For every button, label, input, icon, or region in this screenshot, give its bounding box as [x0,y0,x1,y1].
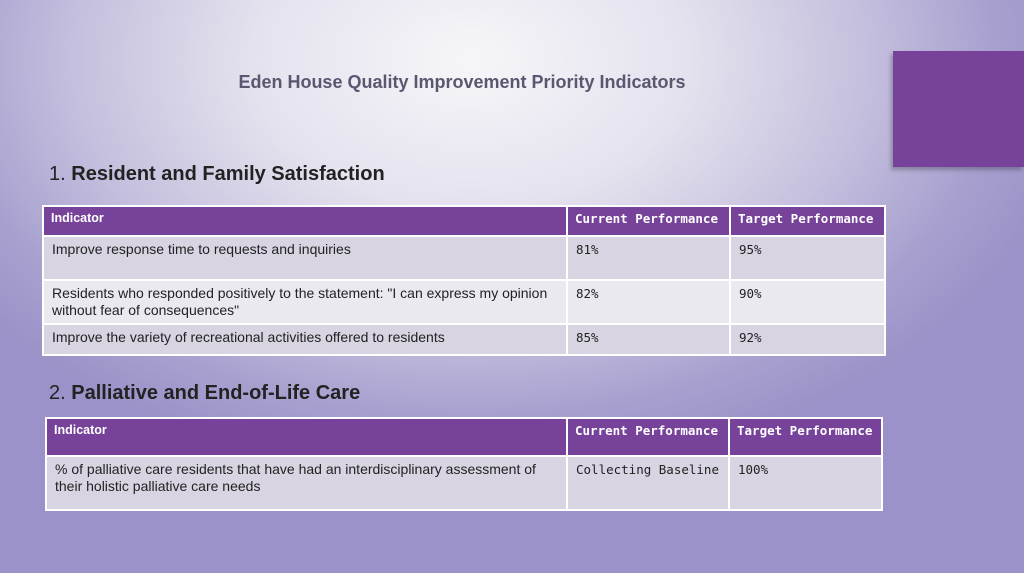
slide-title: Eden House Quality Improvement Priority … [238,72,686,92]
table-row: % of palliative care residents that have… [45,455,883,511]
column-header-current: Current Performance [566,417,730,457]
section-number: 1. [49,163,66,185]
column-header-target: Target Performance [729,205,886,237]
target-performance-cell: 100% [728,455,883,511]
current-performance-cell: Collecting Baseline [566,455,730,511]
current-performance-cell: 81% [566,235,731,281]
target-performance-cell: 95% [729,235,886,281]
column-header-target: Target Performance [728,417,883,457]
indicator-cell: Residents who responded positively to th… [42,279,568,325]
column-header-indicator: Indicator [42,205,568,237]
section-title: Resident and Family Satisfaction [71,163,385,185]
indicator-cell: % of palliative care residents that have… [45,455,568,511]
indicator-cell: Improve the variety of recreational acti… [42,323,568,356]
current-performance-cell: 85% [566,323,731,356]
column-header-indicator: Indicator [45,417,568,457]
decorative-purple-block [893,51,1024,167]
table-header-row: Indicator Current Performance Target Per… [42,205,886,237]
table-row: Improve the variety of recreational acti… [42,323,886,356]
palliative-table: Indicator Current Performance Target Per… [45,417,883,511]
table-row: Improve response time to requests and in… [42,235,886,281]
target-performance-cell: 90% [729,279,886,325]
column-header-current: Current Performance [566,205,731,237]
satisfaction-table: Indicator Current Performance Target Per… [42,205,886,356]
table-row: Residents who responded positively to th… [42,279,886,325]
indicator-cell: Improve response time to requests and in… [42,235,568,281]
section-heading-satisfaction: 1. Resident and Family Satisfaction [49,163,385,186]
section-title: Palliative and End-of-Life Care [71,382,361,404]
section-number: 2. [49,382,66,404]
section-heading-palliative: 2. Palliative and End-of-Life Care [49,382,360,405]
target-performance-cell: 92% [729,323,886,356]
current-performance-cell: 82% [566,279,731,325]
table-header-row: Indicator Current Performance Target Per… [45,417,883,457]
